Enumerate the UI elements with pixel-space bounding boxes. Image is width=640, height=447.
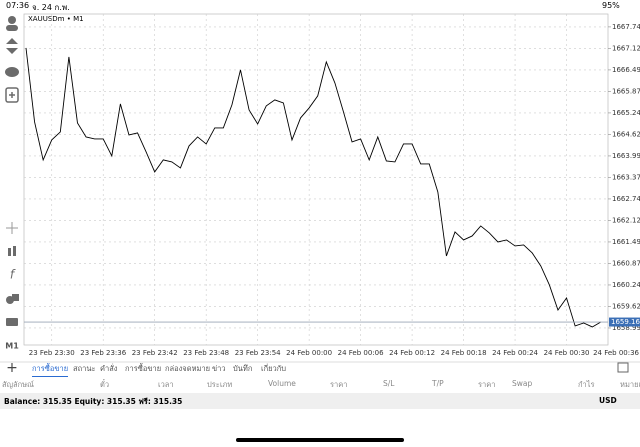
x-tick-label: 23 Feb 23:30 [29, 349, 75, 357]
y-tick-label: 1666.495 [612, 66, 640, 74]
y-tick-label: 1665.245 [612, 109, 640, 117]
balance-bar [0, 393, 640, 409]
column-header: ราคา [478, 380, 496, 389]
y-tick-label: 1662.745 [612, 195, 640, 203]
column-header: ตั๋ว [100, 380, 110, 389]
symbol-label: XAUUSDm • M1 [28, 15, 84, 23]
account-icon[interactable] [8, 16, 16, 24]
left-toolbar: f [5, 16, 19, 326]
column-header: S/L [383, 379, 395, 388]
x-tick-label: 23 Feb 23:48 [183, 349, 229, 357]
status-time: 07:36 [6, 1, 30, 10]
candles-icon-bar [13, 246, 16, 256]
column-header: สัญลักษณ์ [2, 380, 35, 389]
balance-summary: Balance: 315.35 Equity: 315.35 ฟรี: 315.… [4, 397, 183, 406]
bid-label: 1659.167 [611, 318, 640, 326]
column-header: Volume [268, 379, 296, 388]
currency: USD [599, 396, 617, 405]
column-header: เวลา [158, 380, 174, 389]
price-line [25, 47, 602, 328]
trade-icon[interactable] [6, 38, 18, 54]
templates-icon[interactable] [6, 318, 18, 326]
add-icon-plus [9, 92, 15, 98]
column-header: ประเภท [207, 380, 233, 389]
x-tick-label: 24 Feb 00:00 [286, 349, 332, 357]
y-tick-label: 1659.620 [612, 302, 640, 310]
bid-label-bg [609, 317, 640, 327]
tab[interactable]: ข่าว [212, 364, 226, 373]
x-tick-label: 23 Feb 23:54 [235, 349, 281, 357]
x-tick-label: 24 Feb 00:30 [544, 349, 590, 357]
x-tick-label: 24 Feb 00:36 [593, 349, 639, 357]
home-indicator [236, 438, 404, 442]
tab[interactable]: การซื้อขาย [125, 364, 162, 373]
timeframe-button[interactable]: M1 [5, 342, 19, 351]
column-header: กำไร [578, 380, 595, 389]
y-tick-label: 1665.870 [612, 87, 640, 95]
x-tick-label: 24 Feb 00:24 [492, 349, 538, 357]
column-header: ราคา [330, 380, 348, 389]
x-tick-label: 23 Feb 23:42 [132, 349, 178, 357]
status-date: จ. 24 ก.พ. [32, 3, 70, 12]
y-tick-label: 1663.995 [612, 152, 640, 160]
candles-icon[interactable] [8, 248, 11, 256]
plot-frame [23, 13, 609, 346]
objects-icon-square [12, 294, 19, 301]
x-tick-label: 23 Feb 23:36 [80, 349, 126, 357]
tab[interactable]: การซื้อขาย [32, 363, 69, 377]
y-tick-label: 1664.620 [612, 130, 640, 138]
column-header: Swap [512, 379, 533, 388]
x-tick-label: 24 Feb 00:06 [338, 349, 384, 357]
x-tick-label: 24 Feb 00:12 [389, 349, 435, 357]
crosshair-icon[interactable] [6, 222, 18, 234]
status-battery: 95% [602, 1, 620, 10]
y-tick-label: 1667.120 [612, 44, 640, 52]
y-tick-label: 1667.745 [612, 23, 640, 31]
indicator-icon[interactable]: f [10, 268, 16, 282]
y-tick-label: 1663.370 [612, 173, 640, 181]
add-icon[interactable] [5, 87, 19, 103]
y-tick-label: 1660.870 [612, 259, 640, 267]
add-tab-button[interactable]: + [6, 360, 18, 376]
tab[interactable]: บันทึก [233, 364, 253, 373]
tab[interactable]: กล่องจดหมาย [165, 364, 211, 373]
y-tick-label: 1660.245 [612, 281, 640, 289]
account-icon-body [6, 25, 18, 31]
tab[interactable]: สถานะ [73, 364, 96, 373]
expand-icon[interactable] [617, 362, 629, 373]
y-tick-label: 1658.995 [612, 324, 640, 332]
chat-icon[interactable] [5, 67, 19, 77]
y-tick-label: 1661.495 [612, 238, 640, 246]
column-header: หมายเหตุ [620, 380, 640, 389]
x-tick-label: 24 Feb 00:18 [441, 349, 487, 357]
tab[interactable]: คำสั่ง [100, 364, 118, 373]
column-header: T/P [432, 379, 444, 388]
y-tick-label: 1662.120 [612, 216, 640, 224]
tab[interactable]: เกี่ยวกับ [261, 364, 287, 373]
